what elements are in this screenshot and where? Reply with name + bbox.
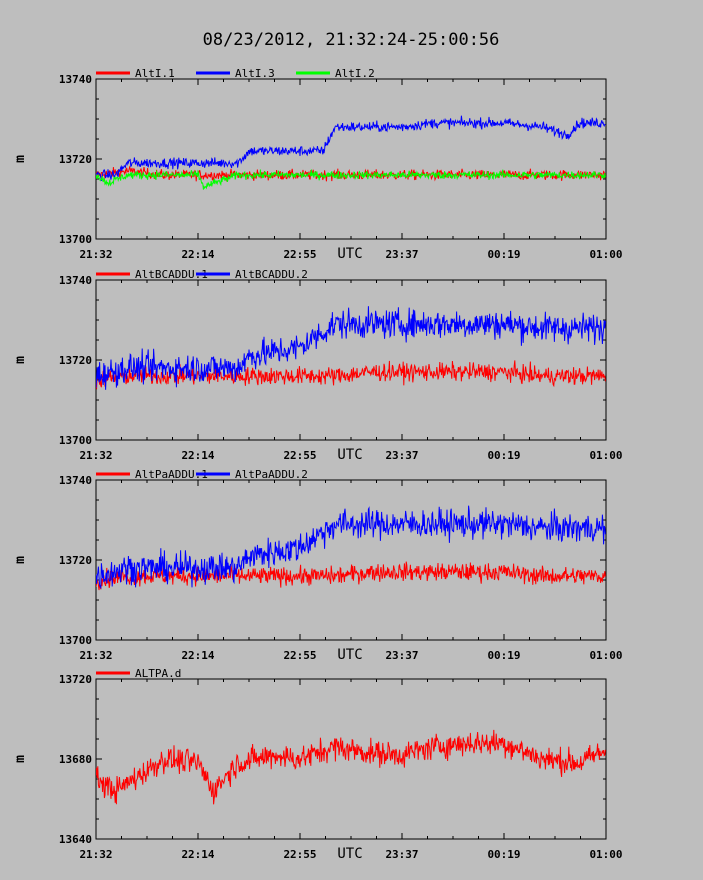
x-tick-label: 21:32 xyxy=(79,248,112,261)
x-tick-label: 23:37 xyxy=(385,449,418,462)
legend-label: AltI.3 xyxy=(235,67,275,80)
plot-frame xyxy=(95,78,607,240)
x-tick-label: 00:19 xyxy=(487,449,520,462)
panel-2: 13740 13720 13700 m 21:32 22:14 22:55 23:37 00:1… xyxy=(13,268,623,463)
y-axis-label: m xyxy=(13,356,28,364)
y-axis-label: m xyxy=(13,155,28,163)
y-tick-label: 13740 xyxy=(59,274,92,287)
series-line-altpaaddu-1 xyxy=(96,561,606,591)
legend-label: AltI.1 xyxy=(135,67,175,80)
x-tick-label: 22:55 xyxy=(283,848,316,861)
chart-title: 08/23/2012, 21:32:24-25:00:56 xyxy=(203,30,500,50)
y-tick-label: 13700 xyxy=(59,233,92,246)
series-line-alti-2 xyxy=(96,169,606,190)
series-line-altpaaddu-2 xyxy=(96,505,606,590)
x-tick-label: 23:37 xyxy=(385,649,418,662)
y-tick-label: 13720 xyxy=(59,554,92,567)
series-line-altpa-d xyxy=(96,729,606,805)
series-line-altbcaddu-1 xyxy=(96,360,606,390)
x-tick-label: 21:32 xyxy=(79,449,112,462)
x-tick-label: 22:14 xyxy=(181,848,214,861)
y-tick-label: 13740 xyxy=(59,474,92,487)
series-line-altbcaddu-2 xyxy=(96,306,606,390)
legend-label: ALTPA.d xyxy=(135,667,181,680)
x-axis-label: UTC xyxy=(337,246,362,262)
y-axis-label: m xyxy=(13,556,28,564)
panel-3: 13740 13720 13700 m 21:32 22:14 22:55 23:37 00:1… xyxy=(13,468,623,663)
x-tick-label: 22:14 xyxy=(181,449,214,462)
x-tick-label: 01:00 xyxy=(589,449,622,462)
plot-frame xyxy=(95,678,607,840)
series-line-alti-3 xyxy=(96,115,606,182)
x-tick-label: 21:32 xyxy=(79,649,112,662)
legend-label: AltBCADDU.1 xyxy=(135,268,208,281)
x-axis-label: UTC xyxy=(337,647,362,663)
panel-4: 13720 13680 13640 m 21:32 22:14 22:55 23:37 00:1… xyxy=(13,667,623,862)
x-tick-label: 00:19 xyxy=(487,848,520,861)
x-tick-label: 21:32 xyxy=(79,848,112,861)
legend-label: AltPaADDU.1 xyxy=(135,468,208,481)
plot-frame xyxy=(95,479,607,641)
y-tick-label: 13680 xyxy=(59,753,92,766)
x-tick-label: 22:55 xyxy=(283,649,316,662)
legend-label: AltBCADDU.2 xyxy=(235,268,308,281)
x-axis-label: UTC xyxy=(337,447,362,463)
x-tick-label: 22:55 xyxy=(283,248,316,261)
legend-label: AltI.2 xyxy=(335,67,375,80)
y-axis-label: m xyxy=(13,755,28,763)
y-tick-label: 13740 xyxy=(59,73,92,86)
x-tick-label: 22:55 xyxy=(283,449,316,462)
y-tick-label: 13720 xyxy=(59,673,92,686)
plot-frame xyxy=(95,279,607,441)
x-tick-label: 00:19 xyxy=(487,649,520,662)
legend-label: AltPaADDU.2 xyxy=(235,468,308,481)
y-tick-label: 13720 xyxy=(59,354,92,367)
y-tick-label: 13720 xyxy=(59,153,92,166)
y-tick-label: 13640 xyxy=(59,833,92,846)
panels-group: 13740 13720 13700 m 21:32 22:14 22:55 23:37 00:1… xyxy=(13,67,623,862)
x-tick-label: 00:19 xyxy=(487,248,520,261)
panel-1: 13740 13720 13700 m 21:32 22:14 22:55 23:37 00:1… xyxy=(13,67,623,262)
y-tick-label: 13700 xyxy=(59,634,92,647)
x-tick-label: 23:37 xyxy=(385,848,418,861)
x-tick-label: 23:37 xyxy=(385,248,418,261)
x-axis-label: UTC xyxy=(337,846,362,862)
x-tick-label: 22:14 xyxy=(181,248,214,261)
y-tick-label: 13700 xyxy=(59,434,92,447)
x-tick-label: 22:14 xyxy=(181,649,214,662)
x-tick-label: 01:00 xyxy=(589,848,622,861)
x-tick-label: 01:00 xyxy=(589,248,622,261)
x-tick-label: 01:00 xyxy=(589,649,622,662)
